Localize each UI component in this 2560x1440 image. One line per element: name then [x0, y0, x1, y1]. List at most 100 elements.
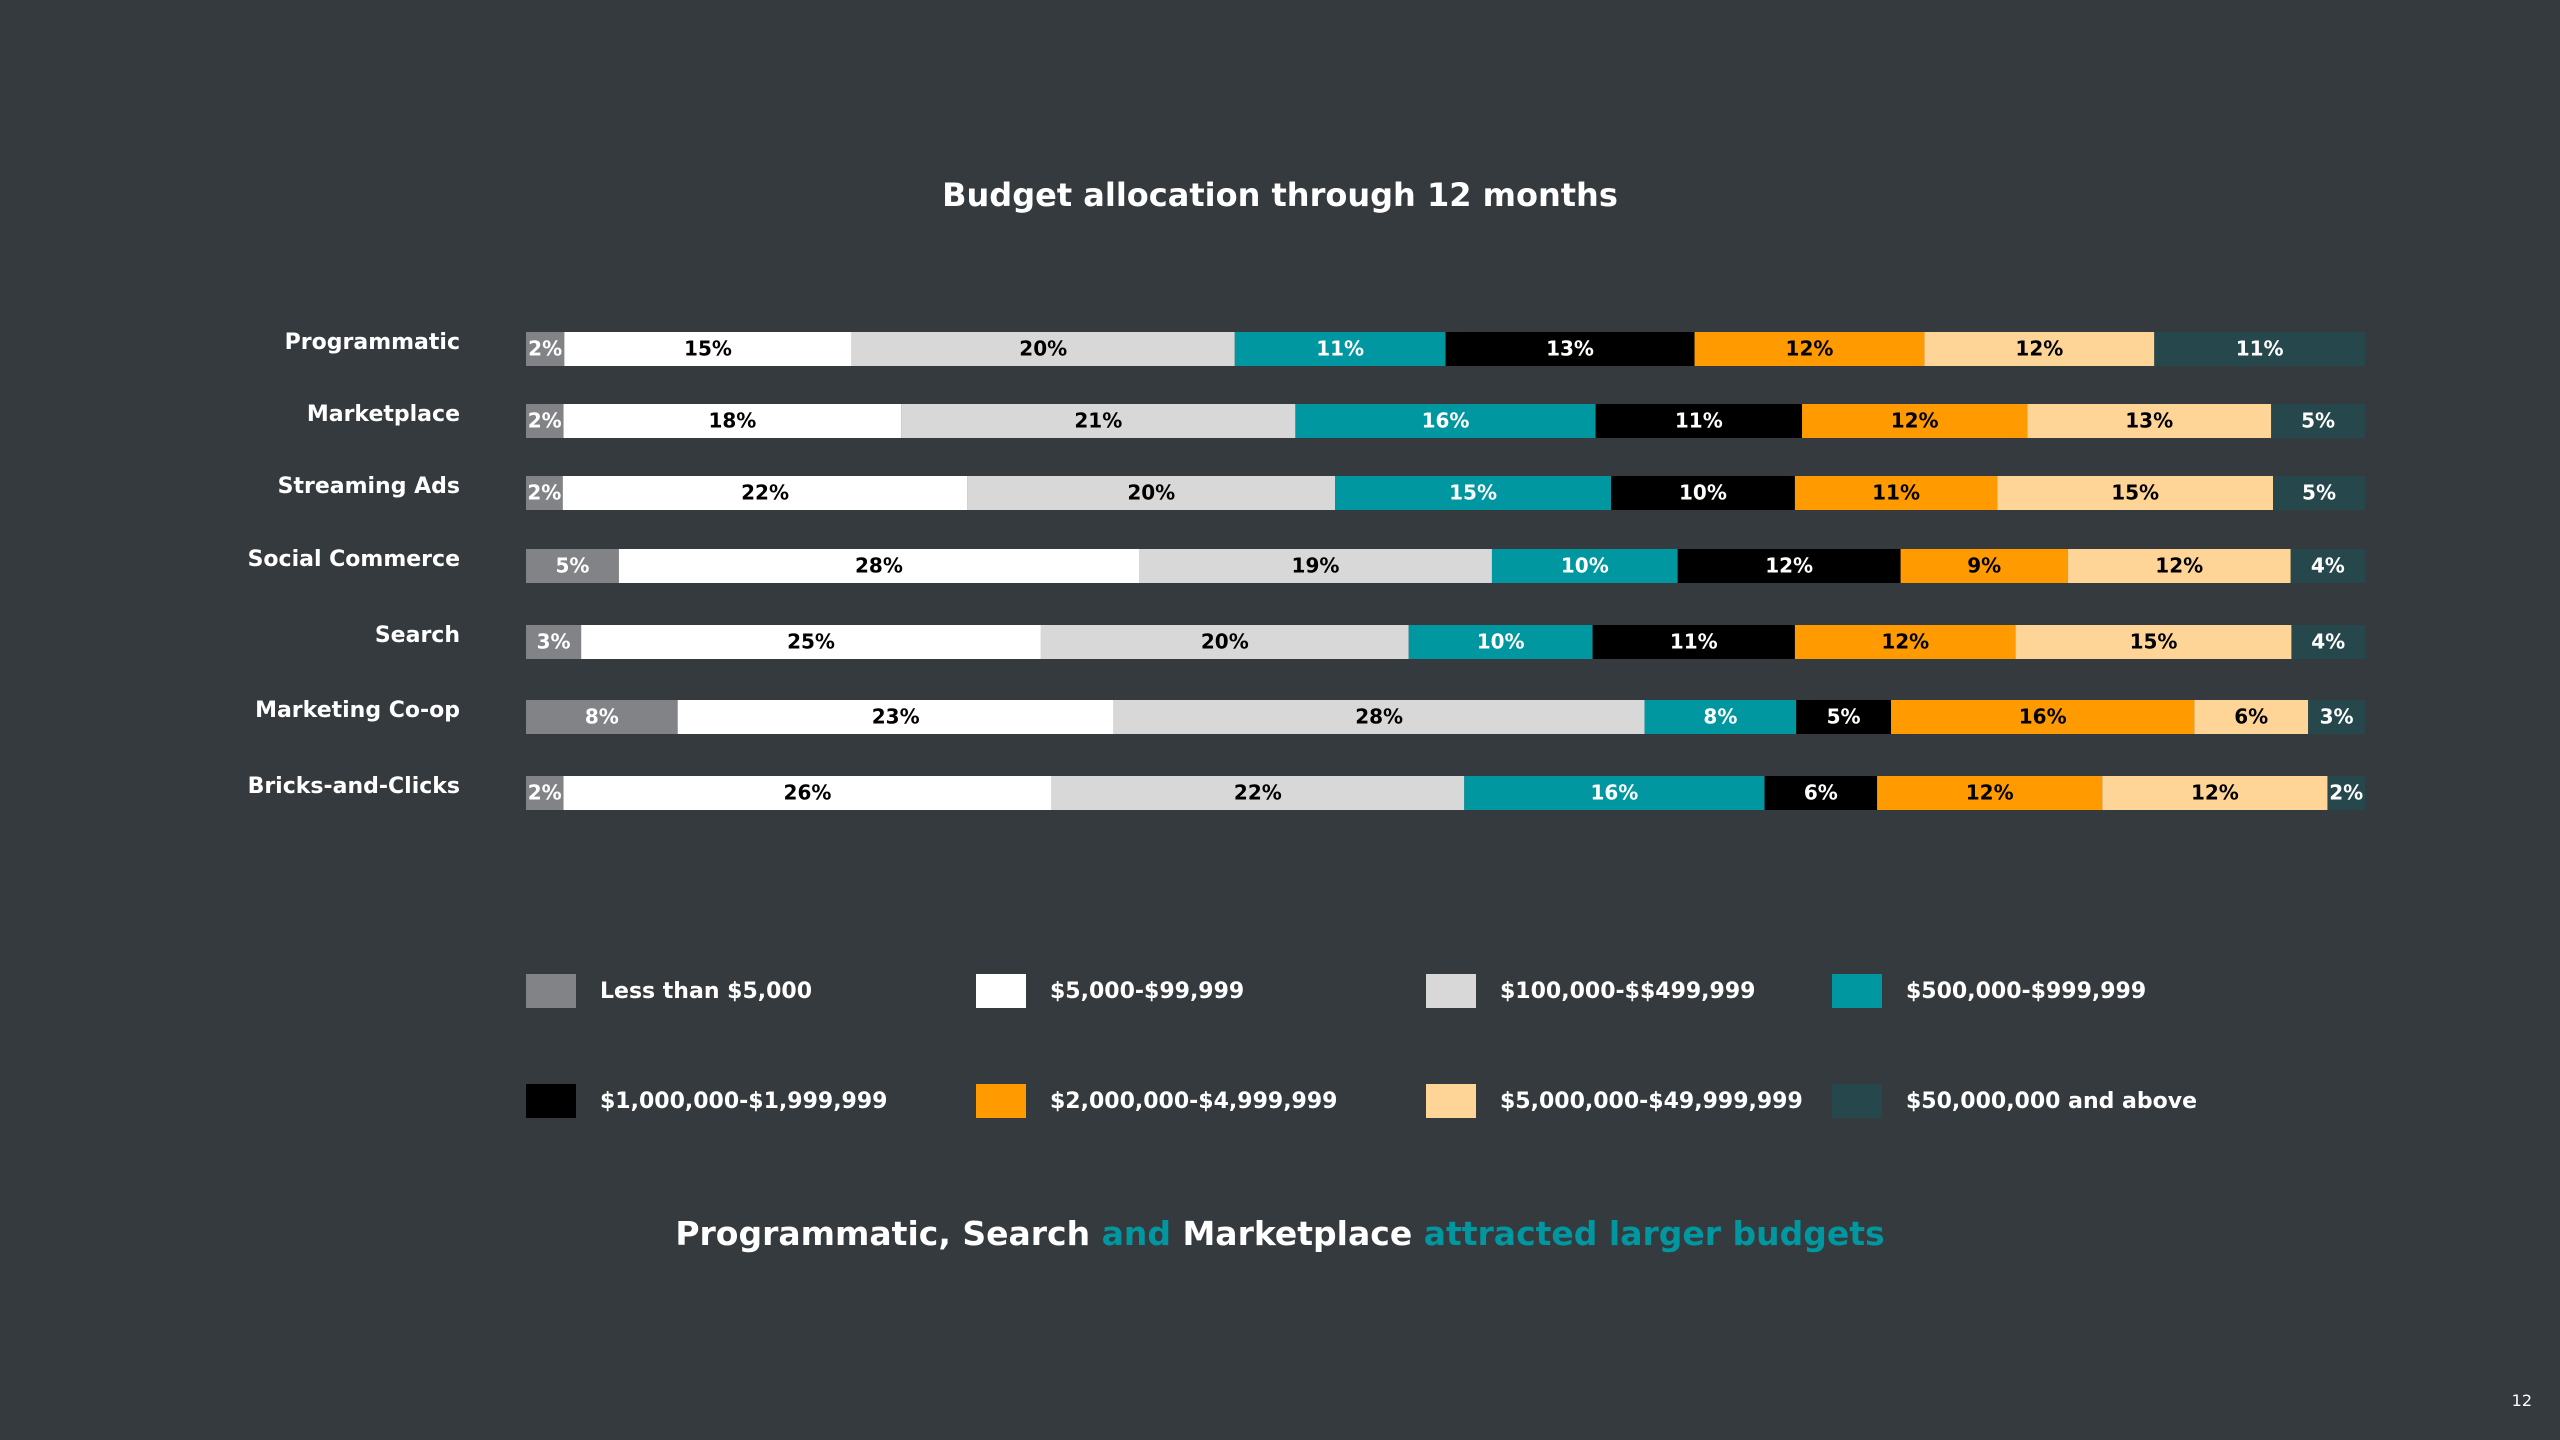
stacked-bar-chart: Programmatic 2% 15% 20% 11% 13% 12% 12% 11% Marke… [248, 330, 2365, 810]
bar-segment [2327, 776, 2365, 810]
data-label: 10% [1477, 630, 1525, 654]
category-label: Programmatic [285, 330, 460, 355]
legend-swatch [526, 1084, 576, 1118]
data-label: 4% [2311, 630, 2345, 654]
legend-item: $1,000,000-$1,999,999 [526, 1084, 887, 1118]
legend-label: $2,000,000-$4,999,999 [1050, 1088, 1338, 1114]
bar-segment [1335, 476, 1612, 510]
bar-segment [618, 549, 1139, 583]
bar-segment [2290, 549, 2365, 583]
data-label: 5% [2301, 409, 2335, 433]
bar-segment [1794, 476, 1998, 510]
bar-segment [581, 625, 1041, 659]
data-label: 25% [787, 630, 835, 654]
bar-segment [526, 476, 563, 510]
data-label: 11% [2236, 337, 2284, 361]
data-label: 12% [1966, 781, 2014, 805]
legend-label: $100,000-$$499,999 [1500, 978, 1756, 1004]
category-label: Social Commerce [248, 547, 460, 572]
data-label: 5% [1827, 705, 1861, 729]
data-label: 5% [2302, 481, 2336, 505]
bar-segment [526, 776, 564, 810]
legend-label: $50,000,000 and above [1906, 1088, 2198, 1114]
data-label: 16% [1590, 781, 1638, 805]
chart-title: Budget allocation through 12 months [942, 176, 1618, 214]
category-label: Marketing Co-op [255, 698, 460, 723]
bar-segment [1997, 476, 2274, 510]
category-label: Marketplace [307, 402, 460, 427]
takeaway-text: Programmatic, Search and Marketplace att… [0, 1214, 2560, 1253]
bar-segment [1764, 776, 1878, 810]
bar-segment [526, 404, 564, 438]
data-label: 23% [872, 705, 920, 729]
data-label: 16% [1422, 409, 1470, 433]
bar-segment [1796, 700, 1892, 734]
legend-item: $5,000,000-$49,999,999 [1426, 1084, 1803, 1118]
bar-segment [1611, 476, 1795, 510]
legend-item: Less than $5,000 [526, 974, 812, 1008]
data-label: 2% [2329, 781, 2363, 805]
data-label: 12% [1786, 337, 1834, 361]
bar-segment [526, 625, 582, 659]
bar-segment [1644, 700, 1797, 734]
bar-segment [2273, 476, 2365, 510]
bar-segment [1595, 404, 1803, 438]
data-label: 12% [2191, 781, 2239, 805]
data-label: 12% [1881, 630, 1929, 654]
bar-segment [901, 404, 1296, 438]
data-label: 13% [2125, 409, 2173, 433]
takeaway-part-2: and [1101, 1214, 1171, 1253]
bar-segment [2015, 625, 2292, 659]
data-label: 15% [2111, 481, 2159, 505]
legend-item: $2,000,000-$4,999,999 [976, 1084, 1337, 1118]
data-label: 11% [1670, 630, 1718, 654]
bar-segment [1802, 404, 2028, 438]
page-number: 12 [2511, 1391, 2532, 1410]
bar-segment [967, 476, 1336, 510]
takeaway-part-1: Programmatic, Search [675, 1214, 1102, 1253]
bar-segment [677, 700, 1114, 734]
bar-segment [1113, 700, 1645, 734]
data-label: 8% [1703, 705, 1737, 729]
data-label: 12% [2155, 554, 2203, 578]
bar-segment [526, 700, 678, 734]
bar-segment [1891, 700, 2195, 734]
bar-segment [2102, 776, 2328, 810]
data-label: 9% [1967, 554, 2001, 578]
bar-segment [1694, 332, 1925, 366]
bar-segment [851, 332, 1235, 366]
data-label: 12% [1765, 554, 1813, 578]
legend-item: $100,000-$$499,999 [1426, 974, 1755, 1008]
data-label: 28% [1355, 705, 1403, 729]
data-label: 21% [1074, 409, 1122, 433]
data-label: 15% [684, 337, 732, 361]
legend-label: $5,000-$99,999 [1050, 978, 1245, 1004]
legend-label: $5,000,000-$49,999,999 [1500, 1088, 1803, 1114]
bar-segment [1051, 776, 1465, 810]
bar-segment [563, 404, 902, 438]
legend-label: $1,000,000-$1,999,999 [600, 1088, 888, 1114]
bar-segment [1408, 625, 1593, 659]
bar-segment [563, 776, 1052, 810]
data-label: 28% [855, 554, 903, 578]
data-label: 4% [2311, 554, 2345, 578]
data-label: 2% [527, 481, 561, 505]
legend-swatch [526, 974, 576, 1008]
data-label: 22% [1234, 781, 1282, 805]
legend-item: $500,000-$999,999 [1832, 974, 2146, 1008]
data-label: 12% [1891, 409, 1939, 433]
bar-segment [1924, 332, 2155, 366]
data-label: 6% [2234, 705, 2268, 729]
data-label: 10% [1679, 481, 1727, 505]
category-label: Search [375, 623, 460, 648]
data-label: 20% [1019, 337, 1067, 361]
data-label: 19% [1292, 554, 1340, 578]
legend-swatch [1832, 974, 1882, 1008]
data-label: 3% [2320, 705, 2354, 729]
bar-segment [562, 476, 968, 510]
data-label: 20% [1127, 481, 1175, 505]
data-label: 2% [528, 337, 562, 361]
data-label: 2% [528, 409, 562, 433]
legend-item: $50,000,000 and above [1832, 1084, 2197, 1118]
data-label: 15% [1449, 481, 1497, 505]
